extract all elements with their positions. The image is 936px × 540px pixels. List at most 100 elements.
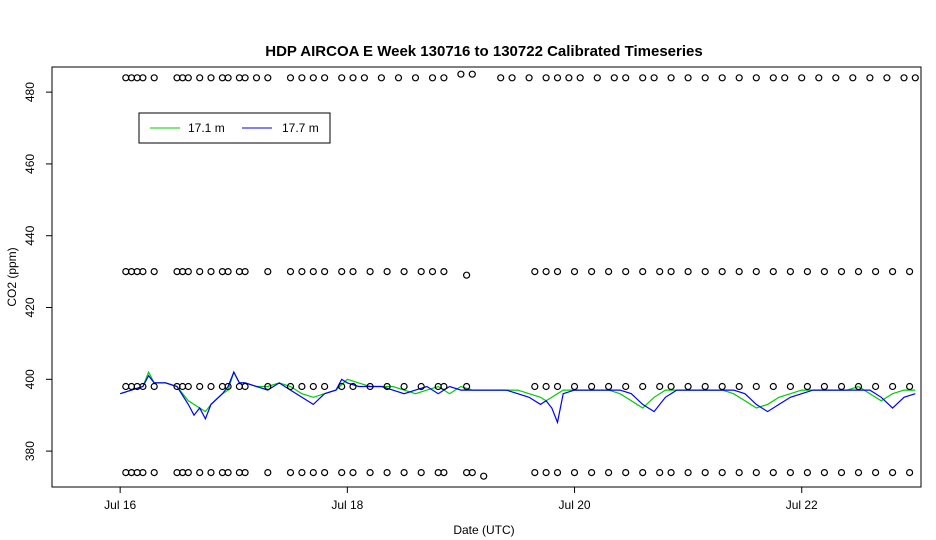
data-point: [905, 382, 914, 391]
data-point: [587, 382, 596, 391]
x-tick-label: Jul 22: [786, 498, 818, 512]
data-point: [525, 74, 533, 82]
data-point: [837, 382, 846, 391]
data-point: [241, 469, 249, 477]
data-point: [196, 268, 204, 276]
y-tick-label: 480: [23, 82, 37, 102]
data-point: [321, 382, 329, 391]
data-point: [417, 268, 425, 276]
data-point: [888, 469, 897, 477]
data-point: [235, 469, 243, 477]
data-point: [803, 268, 812, 276]
data-point: [542, 268, 550, 276]
data-point: [463, 382, 471, 391]
data-point: [224, 469, 232, 477]
data-point: [820, 382, 829, 391]
data-point: [224, 74, 232, 82]
legend: 17.1 m 17.7 m: [138, 112, 331, 144]
data-point: [286, 469, 295, 477]
series-line-17-1-m: [120, 370, 916, 413]
plot-area: [51, 66, 922, 488]
data-point: [264, 382, 272, 391]
data-point: [656, 469, 664, 477]
y-tick-label: 420: [23, 297, 37, 317]
data-point: [854, 268, 863, 276]
data-point: [394, 74, 403, 82]
data-point: [883, 74, 891, 82]
data-point: [639, 382, 647, 391]
data-point: [411, 74, 420, 82]
data-point: [888, 382, 897, 391]
data-point: [553, 469, 562, 477]
data-point: [264, 268, 272, 276]
data-point: [377, 74, 385, 82]
data-point: [837, 469, 846, 477]
data-point: [440, 268, 448, 276]
data-point: [309, 74, 317, 82]
data-point: [604, 268, 613, 276]
data-point: [150, 74, 158, 82]
data-point: [820, 268, 829, 276]
data-point: [718, 268, 726, 276]
data-point: [610, 74, 618, 82]
y-tick-label: 440: [23, 225, 37, 245]
data-point: [184, 74, 192, 82]
data-point: [786, 268, 795, 276]
data-point: [264, 74, 272, 82]
data-point: [786, 469, 795, 477]
data-point: [854, 382, 863, 391]
data-point: [656, 268, 664, 276]
data-point: [667, 469, 675, 477]
data-point: [837, 268, 846, 276]
data-point: [866, 74, 874, 82]
data-point: [905, 469, 914, 477]
data-point: [900, 74, 908, 82]
data-point: [150, 268, 158, 276]
data-point: [593, 74, 601, 82]
data-point: [440, 469, 448, 477]
data-point: [338, 74, 346, 82]
data-point: [798, 74, 806, 82]
data-point: [553, 74, 562, 82]
y-axis: 380 400 420 440 460 480: [23, 82, 52, 461]
data-point: [854, 469, 863, 477]
data-point: [241, 268, 249, 276]
data-point: [235, 382, 243, 391]
data-point: [207, 469, 215, 477]
data-point: [298, 382, 306, 391]
data-point: [718, 74, 726, 82]
data-point: [803, 382, 812, 391]
data-point: [428, 74, 437, 82]
chart-title: HDP AIRCOA E Week 130716 to 130722 Calib…: [265, 43, 702, 60]
data-point: [604, 382, 613, 391]
data-point: [701, 469, 709, 477]
data-point: [769, 469, 777, 477]
legend-label-17-7m: 17.7 m: [282, 121, 319, 135]
data-point: [184, 268, 192, 276]
data-point: [264, 469, 272, 477]
data-point: [531, 268, 539, 276]
series-line-17-7-m: [120, 370, 916, 425]
data-point: [531, 382, 539, 391]
data-point: [309, 268, 317, 276]
data-point: [553, 382, 562, 391]
data-point: [570, 469, 579, 477]
data-point: [196, 74, 204, 82]
data-point: [622, 74, 630, 82]
data-point: [815, 74, 823, 82]
data-point: [139, 469, 147, 477]
data-point: [440, 382, 448, 391]
data-point: [905, 268, 914, 276]
data-point: [786, 382, 795, 391]
data-point: [553, 268, 562, 276]
data-point: [338, 382, 346, 391]
data-point: [383, 469, 391, 477]
data-point: [298, 74, 306, 82]
data-point: [184, 469, 192, 477]
data-point: [309, 469, 317, 477]
data-point: [684, 74, 692, 82]
data-point: [349, 382, 357, 391]
data-point: [667, 268, 675, 276]
data-point: [400, 469, 408, 477]
